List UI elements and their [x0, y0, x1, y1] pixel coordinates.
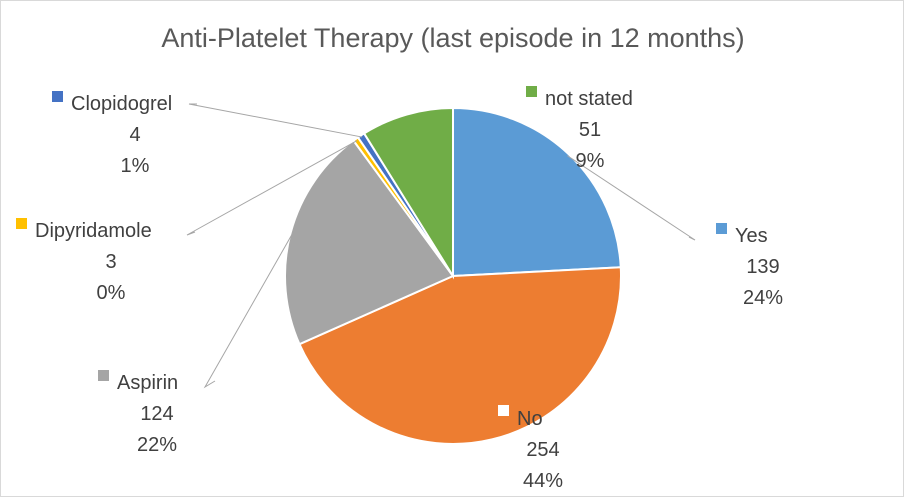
data-labels: Yes 139 24% No 254 44% Aspirin 124 22% Dipyridamo… [16, 86, 783, 492]
data-label-name-no: No [517, 408, 543, 430]
data-label-name-not-stated: not stated [545, 88, 633, 110]
legend-key-clopidogrel [52, 91, 63, 102]
legend-key-no [496, 403, 511, 418]
legend-key-aspirin [98, 370, 109, 381]
leader-line-dipyridamole [186, 140, 358, 236]
data-label-value-yes: 139 [746, 256, 779, 278]
data-label-value-aspirin: 124 [140, 403, 173, 425]
data-label-name-dipyridamole: Dipyridamole [35, 220, 152, 242]
data-label-percent-aspirin: 22% [137, 434, 177, 456]
data-label-value-clopidogrel: 4 [129, 124, 140, 146]
data-label-value-not-stated: 51 [579, 119, 601, 141]
data-label-value-no: 254 [526, 439, 559, 461]
pie-slice-yes [452, 106, 622, 278]
pie-slices [284, 106, 622, 445]
pie-slice-no [298, 266, 622, 445]
data-label-percent-yes: 24% [743, 287, 783, 309]
leader-lines [186, 103, 696, 389]
legend-key-not-stated [526, 86, 537, 97]
data-label-percent-clopidogrel: 1% [121, 155, 150, 177]
leader-line-aspirin [203, 233, 293, 389]
data-label-name-clopidogrel: Clopidogrel [71, 93, 172, 115]
data-label-percent-no: 44% [523, 470, 563, 492]
legend-key-dipyridamole [16, 218, 27, 229]
pie-slice-not-stated [362, 106, 454, 280]
leader-line-yes [567, 155, 696, 241]
data-label-percent-dipyridamole: 0% [97, 282, 126, 304]
chart-title: Anti-Platelet Therapy (last episode in 1… [161, 23, 744, 53]
data-label-name-yes: Yes [735, 225, 768, 247]
pie-slice-aspirin [284, 139, 455, 346]
data-label-percent-not-stated: 9% [576, 150, 605, 172]
data-label-name-aspirin: Aspirin [117, 372, 178, 394]
legend-key-yes [716, 223, 727, 234]
leader-line-clopidogrel [188, 103, 363, 138]
data-label-value-dipyridamole: 3 [105, 251, 116, 273]
